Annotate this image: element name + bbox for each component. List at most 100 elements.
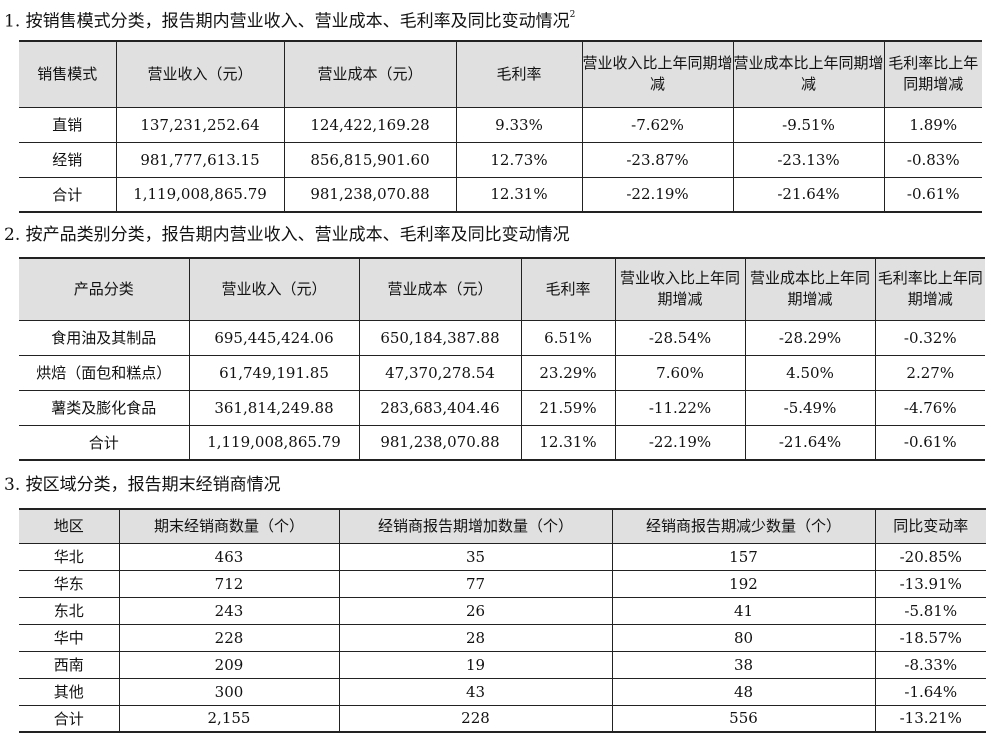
- table-cell: 80: [611, 623, 876, 652]
- table-cell: 2,155: [118, 704, 340, 733]
- table-cell: 192: [611, 569, 876, 598]
- table-cell: -8.33%: [874, 650, 986, 679]
- table-cell: 12.31%: [455, 176, 583, 213]
- column-header: 营业收入（元）: [115, 40, 285, 108]
- table-cell: 856,815,901.60: [283, 141, 457, 178]
- table-cell: 228: [118, 623, 340, 652]
- table-cell: 华北: [19, 542, 120, 571]
- column-header: 地区: [19, 508, 120, 544]
- column-header: 产品分类: [19, 257, 190, 321]
- table-cell: 712: [118, 569, 340, 598]
- table-cell: -28.54%: [614, 319, 746, 356]
- table-cell: 薯类及膨化食品: [19, 389, 190, 426]
- table-cell: 48: [611, 677, 876, 706]
- table-cell: 47,370,278.54: [358, 354, 522, 391]
- table-cell: -0.61%: [883, 176, 982, 213]
- table-cell: 35: [338, 542, 613, 571]
- table-cell: 1,119,008,865.79: [115, 176, 285, 213]
- table-cell: -0.32%: [874, 319, 985, 356]
- column-header: 毛利率比上年同期增减: [883, 40, 982, 108]
- table-cell: 23.29%: [520, 354, 616, 391]
- table-row: 食用油及其制品 695,445,424.06 650,184,387.88 6.…: [19, 319, 985, 356]
- table-cell: 124,422,169.28: [283, 106, 457, 143]
- table-cell: -22.19%: [581, 176, 734, 213]
- table-cell: 华东: [19, 569, 120, 598]
- table-cell: 华中: [19, 623, 120, 652]
- table-cell: -11.22%: [614, 389, 746, 426]
- column-header: 毛利率: [455, 40, 583, 108]
- column-header: 经销商报告期增加数量（个）: [338, 508, 613, 544]
- table-row: 薯类及膨化食品 361,814,249.88 283,683,404.46 21…: [19, 389, 985, 426]
- table-cell: -20.85%: [874, 542, 986, 571]
- sales-mode-table: 销售模式 营业收入（元） 营业成本（元） 毛利率 营业收入比上年同期增减 营业成…: [19, 40, 982, 213]
- table-cell: 合计: [19, 424, 190, 461]
- table-cell: 981,238,070.88: [283, 176, 457, 213]
- table-cell: 61,749,191.85: [188, 354, 360, 391]
- table-cell: -21.64%: [744, 424, 876, 461]
- column-header: 营业收入（元）: [188, 257, 360, 321]
- column-header: 营业成本比上年同期增减: [732, 40, 885, 108]
- table-cell: 食用油及其制品: [19, 319, 190, 356]
- table-row: 合计 2,155 228 556 -13.21%: [19, 704, 986, 733]
- table-row: 烘焙（面包和糕点） 61,749,191.85 47,370,278.54 23…: [19, 354, 985, 391]
- section1-heading: 1. 按销售模式分类，报告期内营业收入、营业成本、毛利率及同比变动情况2: [4, 10, 576, 32]
- table-cell: 19: [338, 650, 613, 679]
- section3-heading: 3. 按区域分类，报告期末经销商情况: [4, 475, 281, 495]
- table-cell: -22.19%: [614, 424, 746, 461]
- table-cell: 21.59%: [520, 389, 616, 426]
- table-cell: 300: [118, 677, 340, 706]
- table-cell: 137,231,252.64: [115, 106, 285, 143]
- table-cell: 2.27%: [874, 354, 985, 391]
- table-cell: 经销: [19, 141, 117, 178]
- table-cell: 28: [338, 623, 613, 652]
- column-header: 营业收入比上年同期增减: [581, 40, 734, 108]
- table-cell: -4.76%: [874, 389, 985, 426]
- table-header-row: 产品分类 营业收入（元） 营业成本（元） 毛利率 营业收入比上年同期增减 营业成…: [19, 257, 985, 321]
- table-row: 经销 981,777,613.15 856,815,901.60 12.73% …: [19, 141, 982, 178]
- table-cell: 1,119,008,865.79: [188, 424, 360, 461]
- table-cell: 41: [611, 596, 876, 625]
- table-cell: 其他: [19, 677, 120, 706]
- table-cell: 12.73%: [455, 141, 583, 178]
- table-cell: 157: [611, 542, 876, 571]
- table-cell: 283,683,404.46: [358, 389, 522, 426]
- table-cell: 38: [611, 650, 876, 679]
- table-row: 其他 300 43 48 -1.64%: [19, 677, 986, 706]
- table-cell: 东北: [19, 596, 120, 625]
- table-cell: 合计: [19, 176, 117, 213]
- column-header: 营业成本（元）: [358, 257, 522, 321]
- table-cell: -0.83%: [883, 141, 982, 178]
- table-row: 西南 209 19 38 -8.33%: [19, 650, 986, 679]
- table-row: 合计 1,119,008,865.79 981,238,070.88 12.31…: [19, 176, 982, 213]
- table-cell: 981,238,070.88: [358, 424, 522, 461]
- table-cell: -13.21%: [874, 704, 986, 733]
- table-cell: 77: [338, 569, 613, 598]
- table-cell: 烘焙（面包和糕点）: [19, 354, 190, 391]
- table-cell: -23.13%: [732, 141, 885, 178]
- column-header: 同比变动率: [874, 508, 986, 544]
- table-cell: 463: [118, 542, 340, 571]
- column-header: 营业收入比上年同期增减: [614, 257, 746, 321]
- table-cell: -7.62%: [581, 106, 734, 143]
- table-cell: 7.60%: [614, 354, 746, 391]
- table-cell: 直销: [19, 106, 117, 143]
- table-cell: -1.64%: [874, 677, 986, 706]
- table-row: 合计 1,119,008,865.79 981,238,070.88 12.31…: [19, 424, 985, 461]
- column-header: 毛利率比上年同期增减: [874, 257, 985, 321]
- table-cell: -0.61%: [874, 424, 985, 461]
- table-header-row: 地区 期末经销商数量（个） 经销商报告期增加数量（个） 经销商报告期减少数量（个…: [19, 508, 986, 544]
- table-cell: 合计: [19, 704, 120, 733]
- table-row: 东北 243 26 41 -5.81%: [19, 596, 986, 625]
- table-cell: 243: [118, 596, 340, 625]
- table-header-row: 销售模式 营业收入（元） 营业成本（元） 毛利率 营业收入比上年同期增减 营业成…: [19, 40, 982, 108]
- column-header: 营业成本（元）: [283, 40, 457, 108]
- table-cell: 209: [118, 650, 340, 679]
- table-cell: 26: [338, 596, 613, 625]
- table-cell: 4.50%: [744, 354, 876, 391]
- column-header: 营业成本比上年同期增减: [744, 257, 876, 321]
- table-cell: 6.51%: [520, 319, 616, 356]
- section2-heading: 2. 按产品类别分类，报告期内营业收入、营业成本、毛利率及同比变动情况: [4, 225, 570, 245]
- region-distributor-table: 地区 期末经销商数量（个） 经销商报告期增加数量（个） 经销商报告期减少数量（个…: [19, 508, 986, 733]
- table-cell: 12.31%: [520, 424, 616, 461]
- table-cell: 361,814,249.88: [188, 389, 360, 426]
